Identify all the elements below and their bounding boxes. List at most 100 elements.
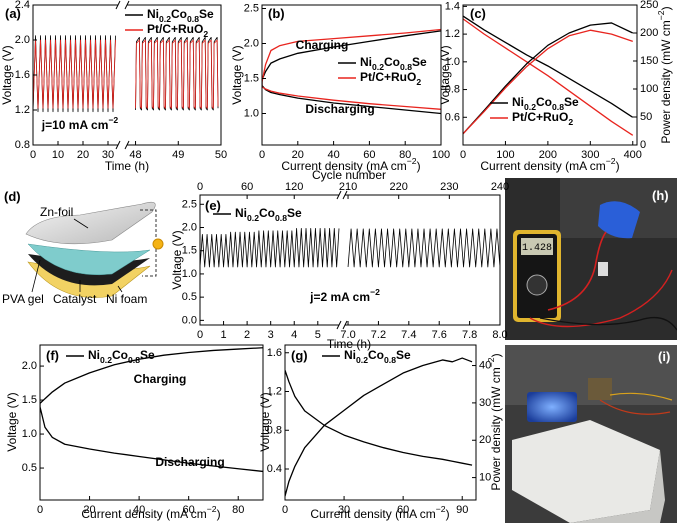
text-run: −2 (207, 504, 217, 514)
glove (598, 201, 640, 239)
y-tick-label: 0.5 (22, 462, 37, 474)
text-run: 0.2 (247, 213, 259, 223)
text-run: Ni (235, 206, 247, 220)
x-tick-label: 40 (133, 504, 145, 516)
device (588, 378, 612, 400)
text-run: 0.8 (384, 355, 396, 365)
text-run: 80 (232, 504, 244, 516)
text-run: 0 (259, 149, 265, 161)
text-run: 0.8 (275, 213, 287, 223)
y-tick-label: 0.6 (445, 111, 460, 123)
text-run: (d) (4, 189, 21, 204)
text-run: Voltage (V) (0, 45, 14, 104)
text-run: Voltage (V) (230, 45, 244, 104)
led-board (527, 392, 577, 422)
y-tick-label: 2.5 (244, 2, 259, 14)
wire (599, 399, 671, 415)
text-run: 60 (397, 504, 409, 516)
text-run: (e) (205, 198, 221, 213)
x-tick-label: 1 (220, 329, 226, 341)
text-run: 40 (133, 504, 145, 516)
text-run: Ni (344, 348, 356, 362)
plot-area (285, 357, 473, 497)
x-tick-label: 60 (183, 504, 195, 516)
text-run: 2 (203, 29, 208, 39)
x-tick-label: 300 (581, 149, 599, 161)
pointer (31, 259, 41, 293)
text-run: 0.2 (100, 355, 112, 365)
x-tick-label: 0 (37, 504, 43, 516)
text-run: Cycle number (312, 168, 386, 182)
text-run: Power density (mW cm (489, 367, 503, 490)
text-run: 2.0 (182, 221, 197, 233)
text-run: 0.0 (182, 314, 197, 326)
x2-tick-label: 220 (390, 181, 408, 193)
x-tick-label: 20 (83, 504, 95, 516)
text-run: ) (217, 507, 221, 521)
diagram-label: Zn-foil (40, 205, 73, 219)
x-tick-label: 8.0 (492, 329, 507, 341)
x-tick-label: 60 (363, 149, 375, 161)
text-run: Voltage (V) (170, 230, 184, 289)
text-run: 1.5 (182, 245, 197, 257)
x2-tick-label: 120 (285, 181, 303, 193)
plot-frame (39, 344, 264, 501)
text-run: 2 (568, 117, 573, 127)
x-axis-title: Current density (mA cm−2) (480, 156, 619, 173)
panel-i: (i) (505, 345, 677, 523)
text-run: 10 (52, 149, 64, 161)
chart: 0 30 60 90 0.4 0.8 1.2 1.6 10 20 30 40 (g) Current de… (258, 344, 503, 521)
text-run: Charging (134, 372, 187, 386)
text-run: Voltage (V) (438, 45, 452, 104)
y-tick-label: 1.0 (445, 56, 460, 68)
text-run: Zn-foil (40, 205, 73, 219)
text-run: Discharging (155, 455, 224, 469)
text-run: Current density (mA cm (81, 507, 206, 521)
text-run: 1.0 (244, 107, 259, 119)
text-run: 30 (338, 504, 350, 516)
text-run: 4 (291, 329, 297, 341)
text-run: 60 (363, 149, 375, 161)
text-run: Time (h) (327, 337, 371, 351)
panel-h: 1.428 (h) (505, 178, 677, 340)
text-run: Se (140, 348, 155, 362)
data-line (262, 30, 441, 115)
text-run: 90 (456, 504, 468, 516)
text-run: Co (171, 7, 187, 21)
text-run: −2 (606, 156, 616, 166)
text-run: (f) (46, 348, 59, 363)
text-run: (c) (470, 6, 486, 21)
text-run: 1.2 (15, 104, 30, 116)
x-tick-label: 80 (399, 149, 411, 161)
panel-label: (d) (4, 189, 21, 204)
y2-tick-label: 40 (479, 359, 491, 371)
y-tick-label: 1.2 (15, 104, 30, 116)
y-tick-label: 1.0 (22, 428, 37, 440)
wire (547, 231, 607, 311)
y-tick-label: 1.2 (267, 385, 282, 397)
panel-label: (h) (652, 188, 669, 203)
text-run: Ni (512, 95, 524, 109)
text-run: 220 (390, 181, 408, 193)
text-run: Se (199, 7, 214, 21)
y2-tick-label: 0 (640, 139, 646, 151)
text-run: 30 (479, 397, 491, 409)
legend-label: Ni0.2Co0.8Se (344, 348, 411, 365)
x-tick-label: 7.2 (371, 329, 386, 341)
text-run: Power density (mW cm (659, 20, 673, 143)
text-run: Discharging (305, 102, 374, 116)
text-run: 300 (581, 149, 599, 161)
text-run: 80 (399, 149, 411, 161)
x-tick-label: 30 (338, 504, 350, 516)
x-tick-label: 0 (460, 149, 466, 161)
text-run: ) (489, 353, 503, 357)
text-run: −2 (486, 357, 496, 367)
panel-label: (a) (5, 6, 21, 21)
y-tick-label: 1.5 (244, 72, 259, 84)
display-value: 1.428 (522, 243, 552, 254)
text-run: 40 (479, 359, 491, 371)
text-run: 7.8 (462, 329, 477, 341)
wire (609, 392, 673, 401)
text-run: 60 (183, 504, 195, 516)
text-run: 1.0 (182, 268, 197, 280)
